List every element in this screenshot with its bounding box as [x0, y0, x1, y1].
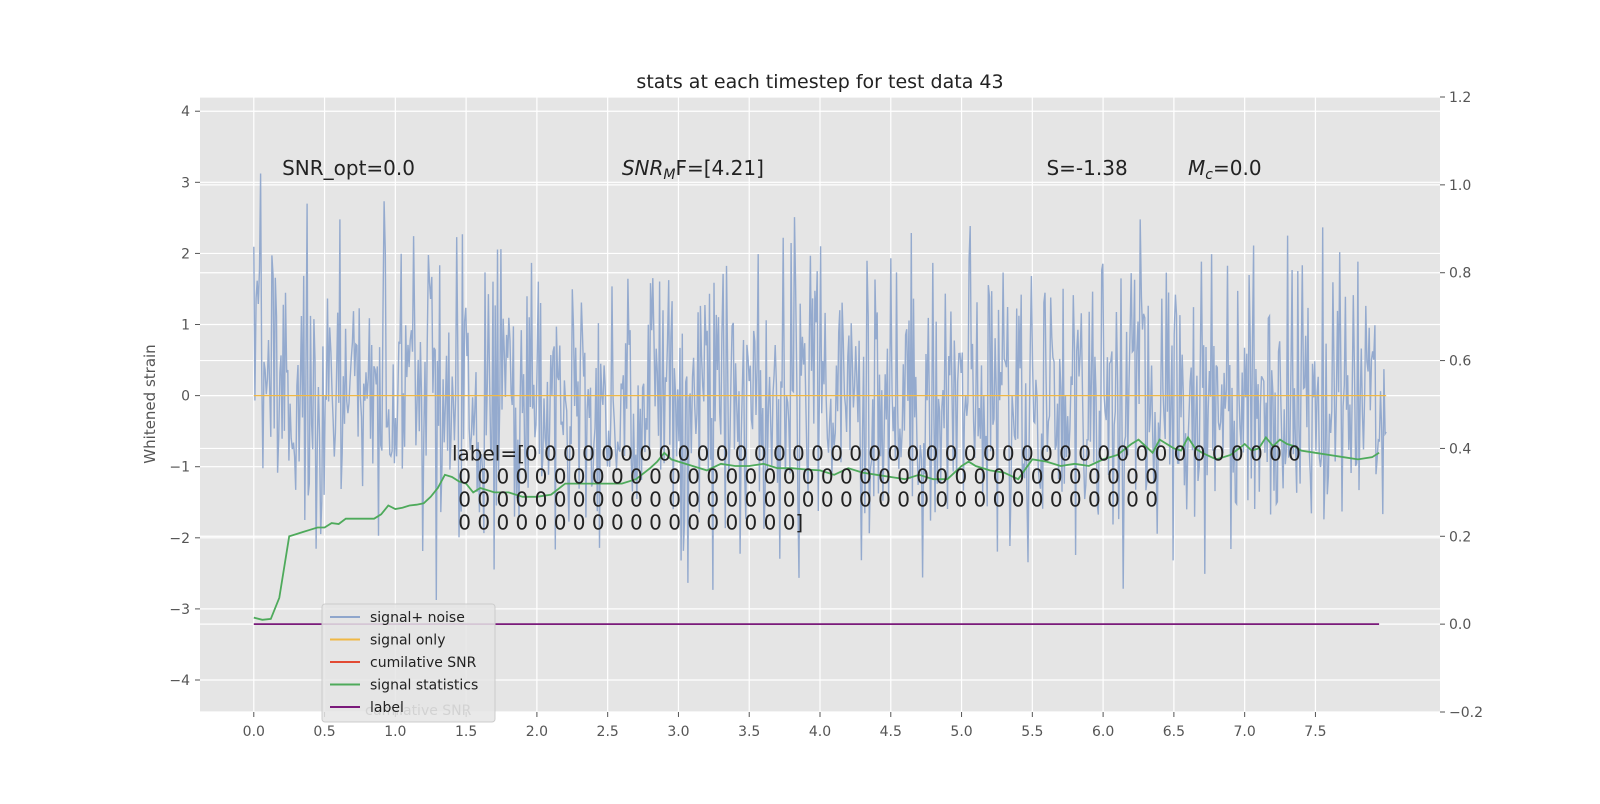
x-tick-label: 7.0 [1234, 724, 1256, 740]
y2-tick-label: 1.2 [1449, 90, 1471, 106]
annotation: SNRMF=[4.21] [622, 156, 764, 183]
x-tick-label: 4.5 [880, 724, 902, 740]
x-axis: 0.0 0.5 1.0 1.5 2.0 2.5 3.0 3.5 4.0 4.5 5.0 5.5 6.0 6… [243, 712, 1327, 740]
series-line-signal-noise [253, 173, 1387, 601]
y-tick-label: −4 [169, 673, 190, 689]
label-annotation-line: label=[0 0 0 0 0 0 0 0 0 0 0 0 0 0 0 0 0… [452, 442, 1301, 466]
y-tick-label: 2 [181, 246, 190, 262]
legend-label: label [370, 700, 404, 716]
y2-tick-label: 0.4 [1449, 441, 1471, 457]
x-tick-label: 2.5 [597, 724, 619, 740]
label-annotation-line: 0 0 0 0 0 0 0 0 0 0 0 0 0 0 0 0 0 0 0 0 … [452, 488, 1158, 512]
y-axis-right: 1.2 1.0 0.8 0.6 0.4 0.2 0.0 −0.2 [1440, 90, 1483, 721]
x-tick-label: 5.5 [1021, 724, 1043, 740]
legend-label: signal only [370, 633, 445, 649]
y-tick-label: 4 [181, 104, 190, 120]
y-tick-label: −2 [169, 531, 190, 547]
label-annotation-line: 0 0 0 0 0 0 0 0 0 0 0 0 0 0 0 0 0 0] [452, 511, 803, 535]
y2-tick-label: 0.8 [1449, 266, 1471, 282]
y2-tick-label: 0.2 [1449, 529, 1471, 545]
x-tick-label: 3.0 [667, 724, 689, 740]
x-tick-label: 5.0 [950, 724, 972, 740]
annotation: Mc=0.0 [1188, 156, 1262, 183]
x-tick-label: 0.5 [313, 724, 335, 740]
x-tick-label: 1.5 [455, 724, 477, 740]
y-axis-left: 4 3 2 1 0 −1 −2 −3 −4 [169, 104, 200, 689]
y2-tick-label: 0.0 [1449, 617, 1471, 633]
label-annotation: label=[0 0 0 0 0 0 0 0 0 0 0 0 0 0 0 0 0… [452, 442, 1301, 535]
label-annotation-line: 0 0 0 0 0 0 0 0 0 0 0 0 0 0 0 0 0 0 0 0 … [452, 465, 1158, 489]
x-tick-label: 3.5 [738, 724, 760, 740]
annotation: SNR_opt=0.0 [282, 156, 415, 180]
y2-tick-label: 0.6 [1449, 354, 1471, 370]
x-tick-label: 7.5 [1304, 724, 1326, 740]
legend-label: cumilative SNR [370, 655, 477, 671]
y-tick-label: 1 [181, 318, 190, 334]
y2-tick-label: 1.0 [1449, 178, 1471, 194]
legend-ghost-text: cumilative SNR [365, 703, 472, 719]
x-tick-label: 2.0 [526, 724, 548, 740]
y-tick-label: 0 [181, 389, 190, 405]
x-tick-label: 6.0 [1092, 724, 1114, 740]
y2-tick-label: −0.2 [1449, 705, 1483, 721]
x-tick-label: 6.5 [1163, 724, 1185, 740]
series-line-signal-statistics [253, 435, 1380, 621]
legend-label: signal statistics [370, 678, 478, 694]
x-tick-label: 0.0 [243, 724, 265, 740]
x-tick-label: 4.0 [809, 724, 831, 740]
y-axis-label: Whitened strain [141, 344, 159, 463]
y-tick-label: −1 [169, 460, 190, 476]
legend-label: signal+ noise [370, 610, 465, 626]
y-tick-label: −3 [169, 602, 190, 618]
annotation: S=-1.38 [1046, 156, 1127, 180]
legend-box [321, 603, 496, 723]
y-tick-label: 3 [181, 175, 190, 191]
annotations: SNR_opt=0.0 SNRMF=[4.21] S=-1.38 Mc=0.0 [282, 156, 1261, 183]
chart-title: stats at each timestep for test data 43 [636, 71, 1003, 93]
legend: cumilative SNR signal+ noise signal only cu… [321, 603, 496, 723]
x-tick-label: 1.0 [384, 724, 406, 740]
